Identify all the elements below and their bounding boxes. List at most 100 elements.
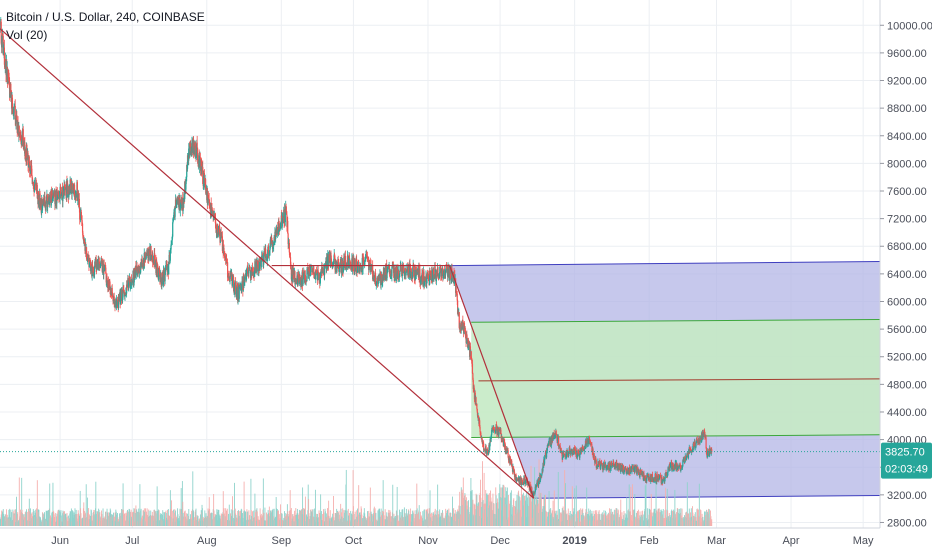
candle	[38, 191, 40, 202]
candle	[329, 250, 331, 263]
volume-bar	[486, 493, 488, 526]
volume-bar	[9, 508, 11, 526]
candle-body	[234, 282, 236, 295]
candle-body	[334, 254, 336, 258]
candle-body	[422, 274, 424, 285]
candle-body	[112, 294, 114, 297]
candle-body	[241, 284, 243, 291]
candle-body	[253, 273, 256, 277]
candle	[306, 267, 308, 282]
candle-body	[140, 262, 142, 273]
candle	[259, 262, 261, 271]
volume-bar	[559, 509, 560, 526]
candle-body	[366, 257, 369, 259]
candle	[268, 251, 270, 261]
volume-bar	[295, 514, 297, 526]
candle-body	[277, 220, 280, 235]
volume-bar	[354, 511, 356, 526]
candle-body	[36, 185, 38, 199]
volume-bar	[139, 484, 141, 526]
volume-bar	[102, 508, 104, 526]
candle-body	[109, 285, 111, 295]
candle-body	[408, 267, 410, 273]
volume-bar	[86, 497, 88, 526]
volume-bar	[98, 509, 100, 526]
volume-bar	[17, 512, 19, 526]
volume-bar	[615, 508, 617, 526]
candle-body	[394, 279, 396, 281]
volume-bar	[515, 500, 517, 526]
volume-bar	[132, 511, 134, 526]
candle	[197, 159, 199, 170]
candle-body	[51, 189, 53, 199]
candle	[256, 257, 258, 276]
volume-bar	[579, 509, 580, 526]
candle-body	[405, 272, 407, 275]
candle-body	[79, 207, 81, 220]
volume-bar	[349, 512, 350, 526]
candle-body	[347, 255, 349, 262]
volume-bar	[392, 484, 394, 526]
candle-body	[250, 271, 252, 279]
candle-body	[190, 143, 192, 152]
candle	[141, 256, 143, 268]
volume-bar	[232, 510, 234, 526]
candle-body	[372, 265, 374, 280]
volume-bar	[662, 508, 664, 526]
volume-bar	[437, 484, 439, 526]
candle-body	[55, 203, 58, 205]
candle-body	[59, 186, 62, 193]
candle-body	[364, 259, 366, 262]
volume-bar	[665, 487, 667, 526]
volume-bar	[545, 511, 547, 526]
candle-body	[156, 265, 158, 276]
candle-body	[61, 186, 64, 202]
candle-body	[345, 266, 347, 270]
candle-body	[165, 265, 167, 269]
candle-body	[11, 97, 14, 109]
volume-bar	[655, 475, 657, 526]
candle-body	[146, 251, 149, 254]
candle	[156, 262, 158, 278]
candle-body	[208, 203, 211, 206]
candle-body	[45, 196, 48, 204]
candle-body	[236, 284, 238, 286]
candle	[42, 199, 44, 208]
volume-bar	[628, 484, 630, 526]
volume-bar	[122, 483, 124, 526]
candle-body	[64, 186, 66, 190]
candle	[380, 275, 382, 290]
volume-bar	[634, 494, 636, 526]
candle	[199, 152, 201, 176]
candle-body	[112, 300, 115, 302]
candle-body	[172, 222, 174, 237]
candle	[366, 251, 369, 263]
candle	[48, 194, 50, 198]
candle-body	[260, 261, 262, 268]
candle-body	[186, 155, 189, 169]
candle	[402, 262, 405, 273]
candle-body	[227, 277, 229, 279]
volume-bar	[264, 507, 266, 526]
candle-body	[41, 205, 44, 211]
candle	[53, 190, 55, 202]
volume-bar	[342, 508, 344, 526]
candle-body	[166, 264, 168, 266]
candle-body	[231, 279, 234, 286]
candle-body	[383, 272, 385, 280]
candle-body	[257, 264, 259, 266]
volume-bar	[4, 514, 6, 526]
candle-body	[372, 277, 374, 280]
candle	[298, 271, 300, 286]
candle-body	[317, 272, 320, 276]
candle-body	[279, 229, 281, 231]
volume-bar	[429, 490, 431, 526]
candle	[89, 257, 91, 267]
candle-body	[88, 263, 90, 268]
candle	[179, 202, 181, 217]
candle-body	[62, 190, 64, 198]
candle-body	[313, 277, 316, 279]
candle-body	[122, 286, 125, 290]
